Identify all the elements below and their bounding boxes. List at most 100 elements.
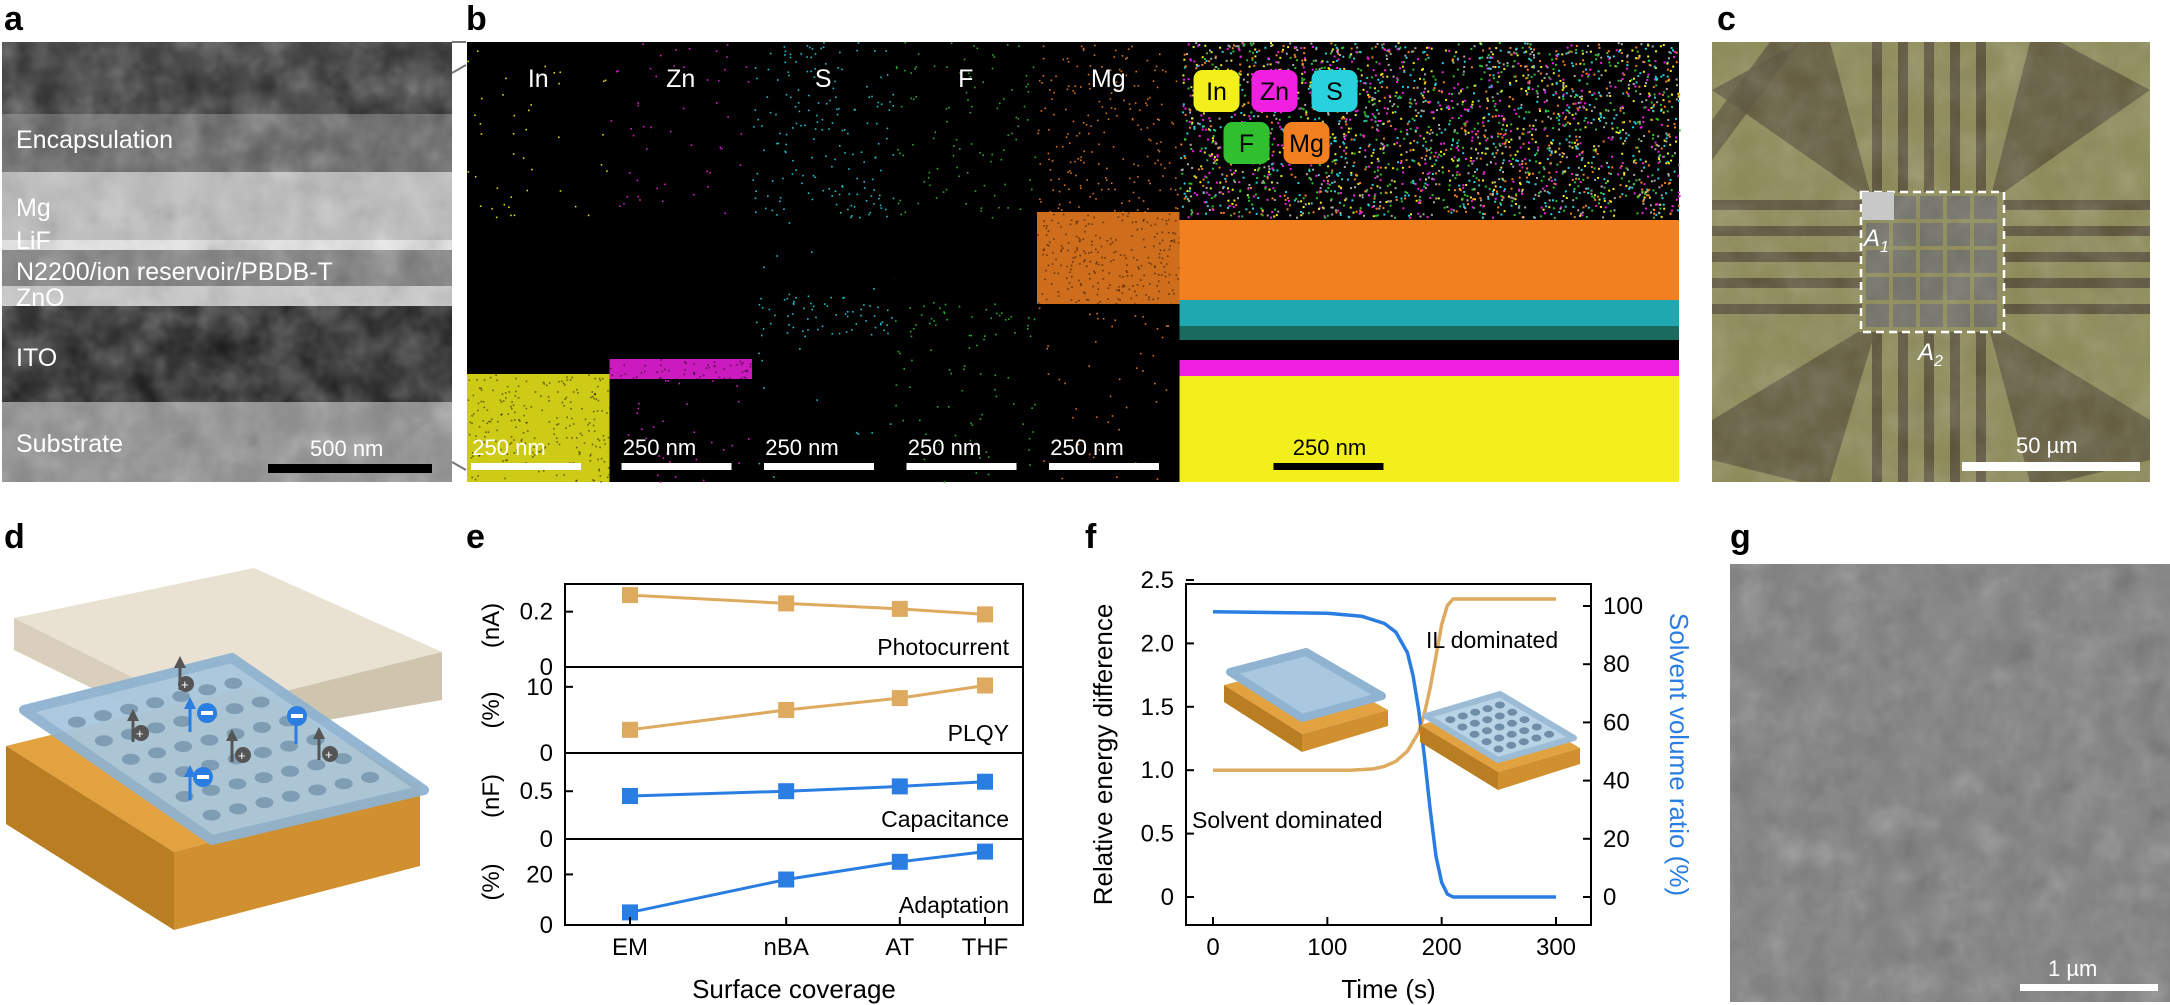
x-tick-label: 0 <box>1206 934 1219 961</box>
y-axis-label: (%) <box>478 691 505 728</box>
y-tick-label-left: 0.5 <box>1141 821 1174 848</box>
legend-chip-mg: Mg <box>1283 122 1330 164</box>
svg-text:In: In <box>1206 78 1227 106</box>
y-axis-label-right: Solvent volume ratio (%) <box>1664 613 1694 896</box>
scalebar <box>906 463 1017 470</box>
series-line-plqy <box>629 684 986 732</box>
scalebar <box>621 463 732 470</box>
y-tick-label-left: 0 <box>1161 884 1174 911</box>
scalebar <box>471 463 581 470</box>
y-tick-label-right: 20 <box>1603 826 1630 853</box>
eds-map-mg: Mg 250 nm <box>1037 42 1181 482</box>
svg-text:+: + <box>136 726 144 741</box>
svg-text:Zn: Zn <box>1260 78 1289 106</box>
x-tick-label: AT <box>885 934 914 961</box>
y-tick-label-right: 80 <box>1603 651 1630 678</box>
panel-f-chart: 0 100 200 300 0 0.5 1.0 1.5 2.0 2.5 0 20 40 60 80 100 Ti… <box>1088 567 1694 1004</box>
eds-map-f: F 250 nm <box>894 42 1039 483</box>
zoom-connector <box>451 64 467 74</box>
scalebar-label: 250 nm <box>623 435 696 460</box>
scalebar-label: 250 nm <box>1293 435 1366 460</box>
legend-chip-f: F <box>1223 122 1270 164</box>
legend-chip-zn: Zn <box>1251 70 1298 112</box>
x-tick-label: nBA <box>764 934 809 961</box>
panel-label-f: f <box>1085 518 1097 556</box>
subplot-title: Photocurrent <box>877 634 1009 660</box>
eds-map-s: S 250 nm <box>752 42 896 482</box>
zoom-connector <box>451 461 467 471</box>
x-tick-label: EM <box>612 934 648 961</box>
panel-label-d: d <box>4 518 25 556</box>
data-point <box>891 690 908 707</box>
data-point <box>891 778 908 795</box>
eds-element-label: F <box>958 65 973 93</box>
data-point <box>977 843 993 860</box>
panel-label-b: b <box>466 0 487 38</box>
data-point <box>778 702 795 718</box>
y-axis-label: (nF) <box>478 774 505 818</box>
data-point <box>891 853 908 870</box>
data-point <box>778 595 795 612</box>
svg-text:S: S <box>1326 78 1343 106</box>
eds-element-label: In <box>528 65 549 93</box>
eds-map-in: In 250 nm <box>467 42 611 483</box>
x-tick-label: THF <box>962 934 1009 961</box>
y-tick-label: 0.5 <box>520 778 553 805</box>
panel-e-chart: 0.20(nA) Photocurrent100(%)PLQY0.50(nF)Ca… <box>478 583 1024 1004</box>
layer-label: ZnO <box>16 284 65 312</box>
panel-a-tem-image: Encapsulation Mg LiF N2200/ion reservoir… <box>2 42 452 482</box>
svg-text:+: + <box>181 677 189 692</box>
legend-chip-s: S <box>1311 70 1358 112</box>
top-electrode-slab <box>14 568 442 712</box>
x-tick-label: 100 <box>1307 934 1347 961</box>
porous-membrane <box>19 653 429 845</box>
y-tick-label: 0 <box>540 740 553 767</box>
svg-text:Mg: Mg <box>1289 130 1324 158</box>
x-axis-label: Surface coverage <box>692 974 896 1004</box>
active-area-box <box>1859 190 2006 334</box>
y-tick-label-left: 2.0 <box>1141 630 1174 657</box>
y-tick-label-left: 2.5 <box>1141 567 1174 594</box>
series-line-adaptation <box>629 850 986 914</box>
scalebar-label: 1 µm <box>2048 956 2097 981</box>
layer-label: Mg <box>16 194 51 222</box>
y-axis-label-left: Relative energy difference <box>1088 604 1118 906</box>
y-tick-label: 20 <box>526 861 553 888</box>
y-axis-label: (%) <box>478 863 505 900</box>
series-line <box>1213 597 1556 772</box>
scalebar-label: 500 nm <box>310 436 383 461</box>
y-tick-label-right: 100 <box>1603 593 1643 620</box>
scalebar <box>2020 984 2158 991</box>
legend-chip-in: In <box>1193 70 1240 112</box>
scalebar <box>1962 462 2140 471</box>
label-a1: A1 <box>1862 225 1889 256</box>
eds-element-label: S <box>815 65 832 93</box>
inset-solvent-film <box>1224 648 1388 752</box>
x-tick-label: 200 <box>1422 934 1462 961</box>
y-tick-label-right: 0 <box>1603 884 1616 911</box>
layer-label: Encapsulation <box>16 126 173 154</box>
subplot-title: Adaptation <box>899 892 1009 918</box>
y-tick-label: 0 <box>540 654 553 681</box>
annotation-il-dominated: IL dominated <box>1426 627 1558 653</box>
scalebar-label: 250 nm <box>765 435 838 460</box>
data-point <box>977 606 993 623</box>
scalebar-label: 250 nm <box>1050 435 1123 460</box>
x-tick-label: 300 <box>1536 934 1576 961</box>
data-point <box>622 587 638 604</box>
data-point <box>622 721 638 738</box>
eds-map-overlay: 250 nm In Zn S F Mg <box>1179 42 1681 482</box>
y-tick-label: 0 <box>540 912 553 939</box>
data-point <box>977 677 993 694</box>
scalebar <box>764 463 874 470</box>
y-tick-label: 0.2 <box>520 599 553 626</box>
svg-text:+: + <box>238 748 246 763</box>
data-point <box>977 773 993 790</box>
layer-label: Substrate <box>16 430 123 458</box>
label-a2: A2 <box>1916 339 1943 370</box>
layer-label: LiF <box>16 227 51 255</box>
data-point <box>622 904 638 921</box>
y-tick-label-right: 40 <box>1603 768 1630 795</box>
eds-map-zn: Zn 250 nm <box>609 42 753 483</box>
